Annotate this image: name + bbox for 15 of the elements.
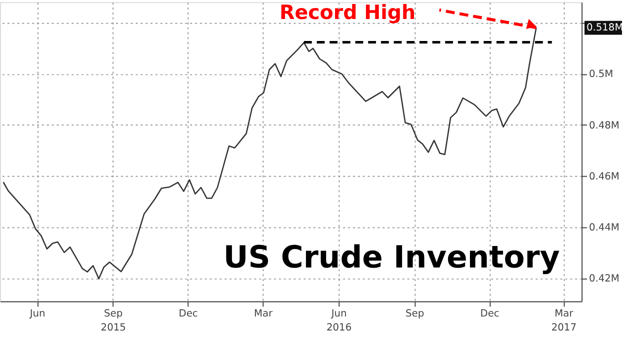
x-tick-label: Mar 2017	[551, 308, 576, 334]
x-tick-label: Jun	[28, 308, 46, 320]
x-tick-label: Dec	[480, 308, 500, 320]
text: US Crude Inventory	[223, 240, 560, 276]
x-tick-label: Mar	[254, 308, 274, 320]
x-tick-label: Sep	[406, 308, 424, 320]
x-tick-label: Dec	[178, 308, 198, 320]
y-tick-label: 0.5M	[588, 69, 614, 80]
y-tick-label: 0.46M	[588, 171, 620, 182]
y-tick-label: 0.48M	[588, 120, 620, 132]
x-tick-label: Sep 2015	[100, 308, 126, 334]
y-tick-label: 0.44M	[588, 222, 620, 234]
y-tick-label: 0.42M	[588, 274, 620, 285]
annotation: Record High	[280, 0, 416, 24]
x-tick-label: Jun 2016	[326, 308, 352, 334]
